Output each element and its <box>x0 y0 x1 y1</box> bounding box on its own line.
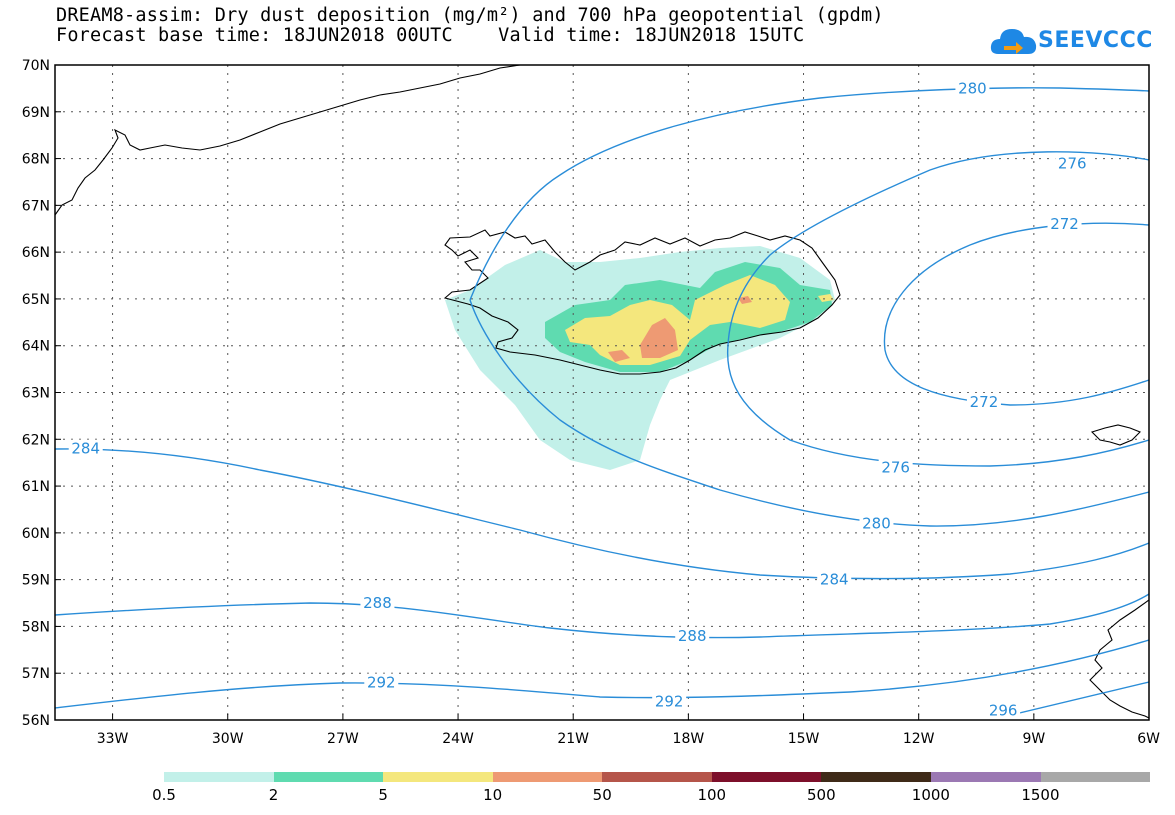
contour-label-bg <box>68 439 103 458</box>
scotland-coastline <box>1089 599 1149 719</box>
lon-tick-label: 21W <box>557 731 589 747</box>
contour-284 <box>55 448 1149 580</box>
contour-label: 288 <box>678 627 707 645</box>
greenland-coastline <box>55 65 521 216</box>
lat-tick-label: 68N <box>22 152 50 168</box>
iceland-coastline <box>443 229 841 375</box>
legend-label: 10 <box>483 786 503 804</box>
legend-label: 500 <box>807 786 836 804</box>
contour-label: 284 <box>71 440 100 458</box>
legend-swatch <box>273 772 384 782</box>
contour-label-bg <box>675 626 710 645</box>
legend-swatch <box>383 772 493 782</box>
lon-tick-label: 18W <box>673 731 705 747</box>
contour-label: 292 <box>655 692 684 710</box>
contour-label-bg <box>966 392 1001 411</box>
contour-label-bg <box>878 458 913 477</box>
legend-swatch <box>821 772 931 782</box>
map-subtitle: Forecast base time: 18JUN2018 00UTC Vali… <box>56 25 805 46</box>
dust-area-10c <box>738 296 752 304</box>
contour-label: 272 <box>1050 215 1079 233</box>
contour-272 <box>883 222 1149 406</box>
legend-swatch <box>602 772 712 782</box>
contour-label-bg <box>817 570 852 589</box>
contour-label: 276 <box>881 458 910 476</box>
logo-text: SEEVCCC <box>1038 28 1153 53</box>
contour-label: 280 <box>862 515 891 533</box>
coastlines <box>55 65 1149 719</box>
lat-tick-label: 56N <box>22 713 50 729</box>
legend-swatch <box>711 772 822 782</box>
lat-tick-label: 64N <box>22 339 50 355</box>
legend-swatch <box>164 772 274 782</box>
contour-280 <box>469 87 1149 301</box>
legend-label: 100 <box>697 786 727 804</box>
axis-labels: 56N 57N 58N 59N 60N 61N 62N 63N 64N 65N 66N 67N 68N 6… <box>22 58 1160 747</box>
contour-label: 280 <box>958 79 987 97</box>
contour-label-bg <box>364 673 399 692</box>
faroe-coastline <box>1090 424 1141 446</box>
legend-label: 1000 <box>911 786 950 804</box>
lon-tick-label: 24W <box>442 731 474 747</box>
contour-label-bg <box>986 701 1021 720</box>
dust-area-10 <box>640 318 678 358</box>
lon-tick-label: 27W <box>327 731 359 747</box>
lat-tick-label: 65N <box>22 292 50 308</box>
legend-label: 50 <box>592 786 612 804</box>
legend-label: 1500 <box>1021 786 1060 804</box>
lon-tick-label: 30W <box>212 731 244 747</box>
legend-label: 2 <box>268 786 279 804</box>
contour-288 <box>55 593 1149 639</box>
lat-tick-label: 58N <box>22 619 50 635</box>
lat-tick-label: 60N <box>22 526 50 542</box>
legend-label: 5 <box>378 786 388 804</box>
contour-label: 292 <box>367 674 396 692</box>
contour-label: 272 <box>970 393 999 411</box>
lat-tick-label: 61N <box>22 479 50 495</box>
contour-label-bg <box>955 79 990 98</box>
lat-tick-label: 66N <box>22 245 50 261</box>
lon-tick-label: 33W <box>97 731 129 747</box>
legend-swatch <box>1040 772 1151 782</box>
lat-tick-label: 69N <box>22 105 50 121</box>
contour-label-bg <box>859 514 894 533</box>
contour-label-bg <box>1055 154 1090 173</box>
lon-tick-label: 6W <box>1137 731 1160 747</box>
contour-280b <box>469 299 1149 527</box>
contour-labels: 280 276 272 272 276 280 284 284 288 288 292 292 296 <box>68 79 1090 720</box>
cloud-arrow-icon <box>990 29 1037 54</box>
legend-swatch <box>930 772 1041 782</box>
map-title: DREAM8-assim: Dry dust deposition (mg/m²… <box>56 5 884 26</box>
lat-tick-label: 70N <box>22 58 50 74</box>
lon-tick-label: 15W <box>788 731 820 747</box>
lon-tick-label: 9W <box>1022 731 1045 747</box>
dust-area-5 <box>565 275 790 365</box>
legend-label: 0.5 <box>152 786 176 804</box>
dust-area-5b <box>818 294 834 302</box>
color-legend <box>164 772 1151 782</box>
contour-292 <box>55 639 1149 709</box>
lat-tick-label: 62N <box>22 432 50 448</box>
lon-tick-label: 12W <box>903 731 935 747</box>
contour-label: 296 <box>989 702 1018 720</box>
contour-label-bg <box>360 594 395 613</box>
contour-label-bg <box>1047 215 1082 234</box>
geopotential-contours <box>55 87 1149 720</box>
contour-label: 276 <box>1058 154 1087 172</box>
contour-label: 288 <box>363 594 392 612</box>
lat-tick-label: 67N <box>22 198 50 214</box>
contour-label-bg <box>652 692 687 711</box>
lat-tick-label: 59N <box>22 573 50 589</box>
lat-tick-label: 63N <box>22 386 50 402</box>
lat-tick-label: 57N <box>22 666 50 682</box>
dust-area-10b <box>608 350 630 362</box>
seevccc-logo: SEEVCCC <box>990 24 1153 58</box>
legend-swatch <box>492 772 603 782</box>
contour-label: 284 <box>820 571 849 589</box>
contour-276 <box>726 151 1149 467</box>
